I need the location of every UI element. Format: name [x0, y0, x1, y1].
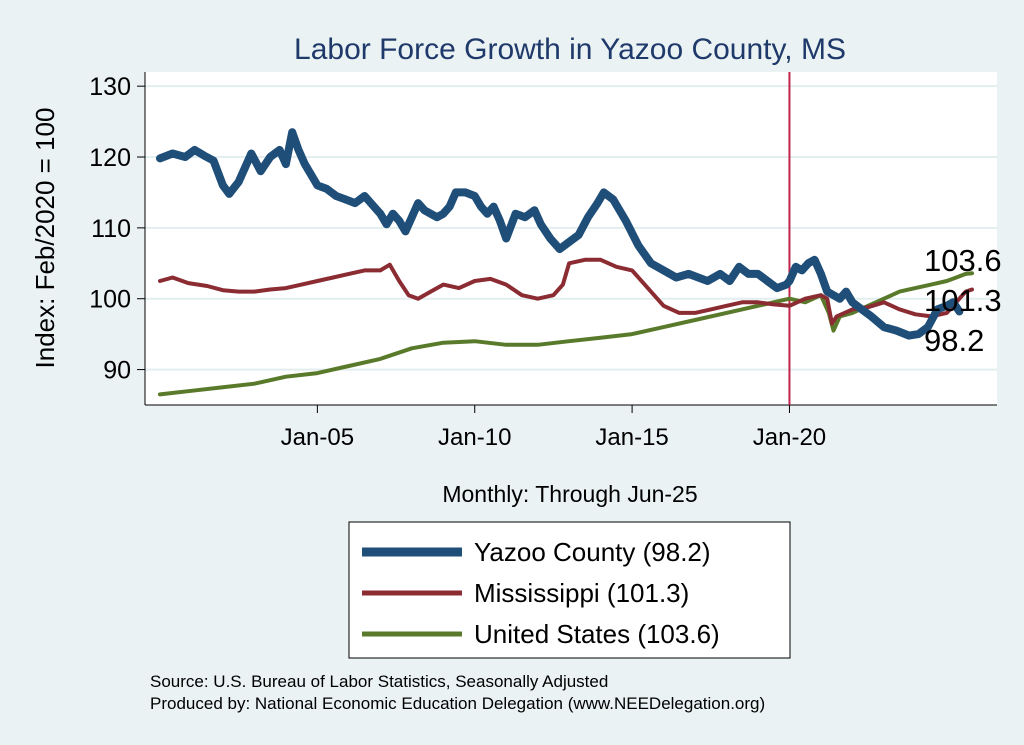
- legend: Yazoo County (98.2) Mississippi (101.3) Un…: [348, 521, 791, 659]
- source-line: Source: U.S. Bureau of Labor Statistics,…: [150, 672, 609, 691]
- x-tick-label: Jan-05: [281, 424, 354, 451]
- legend-label: Mississippi (101.3): [474, 578, 689, 608]
- end-label: 98.2: [924, 323, 984, 358]
- x-tick-label: Jan-10: [438, 424, 511, 451]
- y-axis-label: Index: Feb/2020 = 100: [30, 108, 60, 369]
- x-tick-label: Jan-15: [595, 424, 668, 451]
- y-tick-label: 90: [103, 357, 131, 385]
- end-labels: 103.6 101.3 98.2: [924, 243, 1002, 358]
- y-tick-label: 130: [89, 73, 131, 101]
- chart-title: Labor Force Growth in Yazoo County, MS: [294, 33, 846, 66]
- x-tick-label: Jan-20: [753, 424, 826, 451]
- y-tick-label: 120: [89, 144, 131, 172]
- end-label: 101.3: [924, 283, 1002, 318]
- y-tick-label: 100: [89, 286, 131, 314]
- axes: 90 100 110 120 130 Jan-05 Jan-10 Jan-15 Jan-20: [89, 72, 997, 451]
- series-line-1: [158, 257, 974, 326]
- y-tick-label: 110: [91, 215, 131, 243]
- produced-by-line: Produced by: National Economic Education…: [150, 694, 766, 713]
- x-axis-label: Monthly: Through Jun-25: [442, 481, 697, 507]
- legend-label: United States (103.6): [474, 619, 720, 649]
- series-line-0: [156, 128, 964, 340]
- legend-label: Yazoo County (98.2): [474, 537, 711, 567]
- series-lines: [156, 128, 974, 397]
- end-label: 103.6: [924, 243, 1002, 278]
- series-line-2: [158, 271, 974, 397]
